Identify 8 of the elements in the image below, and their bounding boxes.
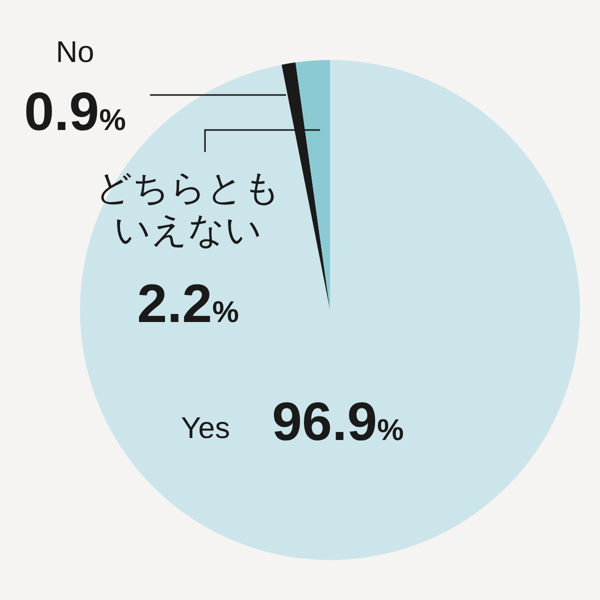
slice-label: どちらともいえない [96,167,280,250]
data-label: 0.9% [24,82,126,142]
slice-label: Yes [181,412,230,445]
data-label: 2.2% [137,274,239,334]
slice-label: No [56,36,94,69]
data-label: 96.9% [272,392,404,452]
pie-slice [282,62,330,310]
pie-slice [296,60,330,310]
